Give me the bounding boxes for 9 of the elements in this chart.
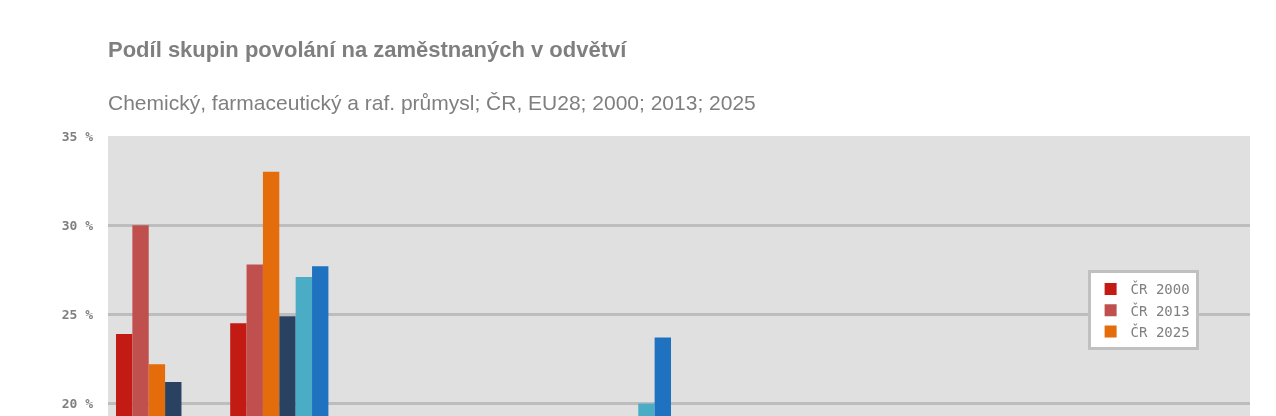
y-tick-label: 25 %	[61, 306, 94, 322]
y-tick-label: 35 %	[61, 128, 94, 144]
legend-label: ČR 2025	[1130, 322, 1190, 340]
chart-title: Podíl skupin povolání na zaměstnaných v odvětví	[108, 37, 628, 62]
legend-label: ČR 2013	[1130, 301, 1190, 319]
chart-subtitle: Chemický, farmaceutický a raf. průmysl; ČR, EU28; 2000; 2013; 2025	[108, 91, 756, 115]
legend-label: ČR 2000	[1130, 280, 1190, 298]
y-tick-label: 30 %	[61, 217, 94, 233]
y-tick-label: 20 %	[61, 396, 94, 412]
